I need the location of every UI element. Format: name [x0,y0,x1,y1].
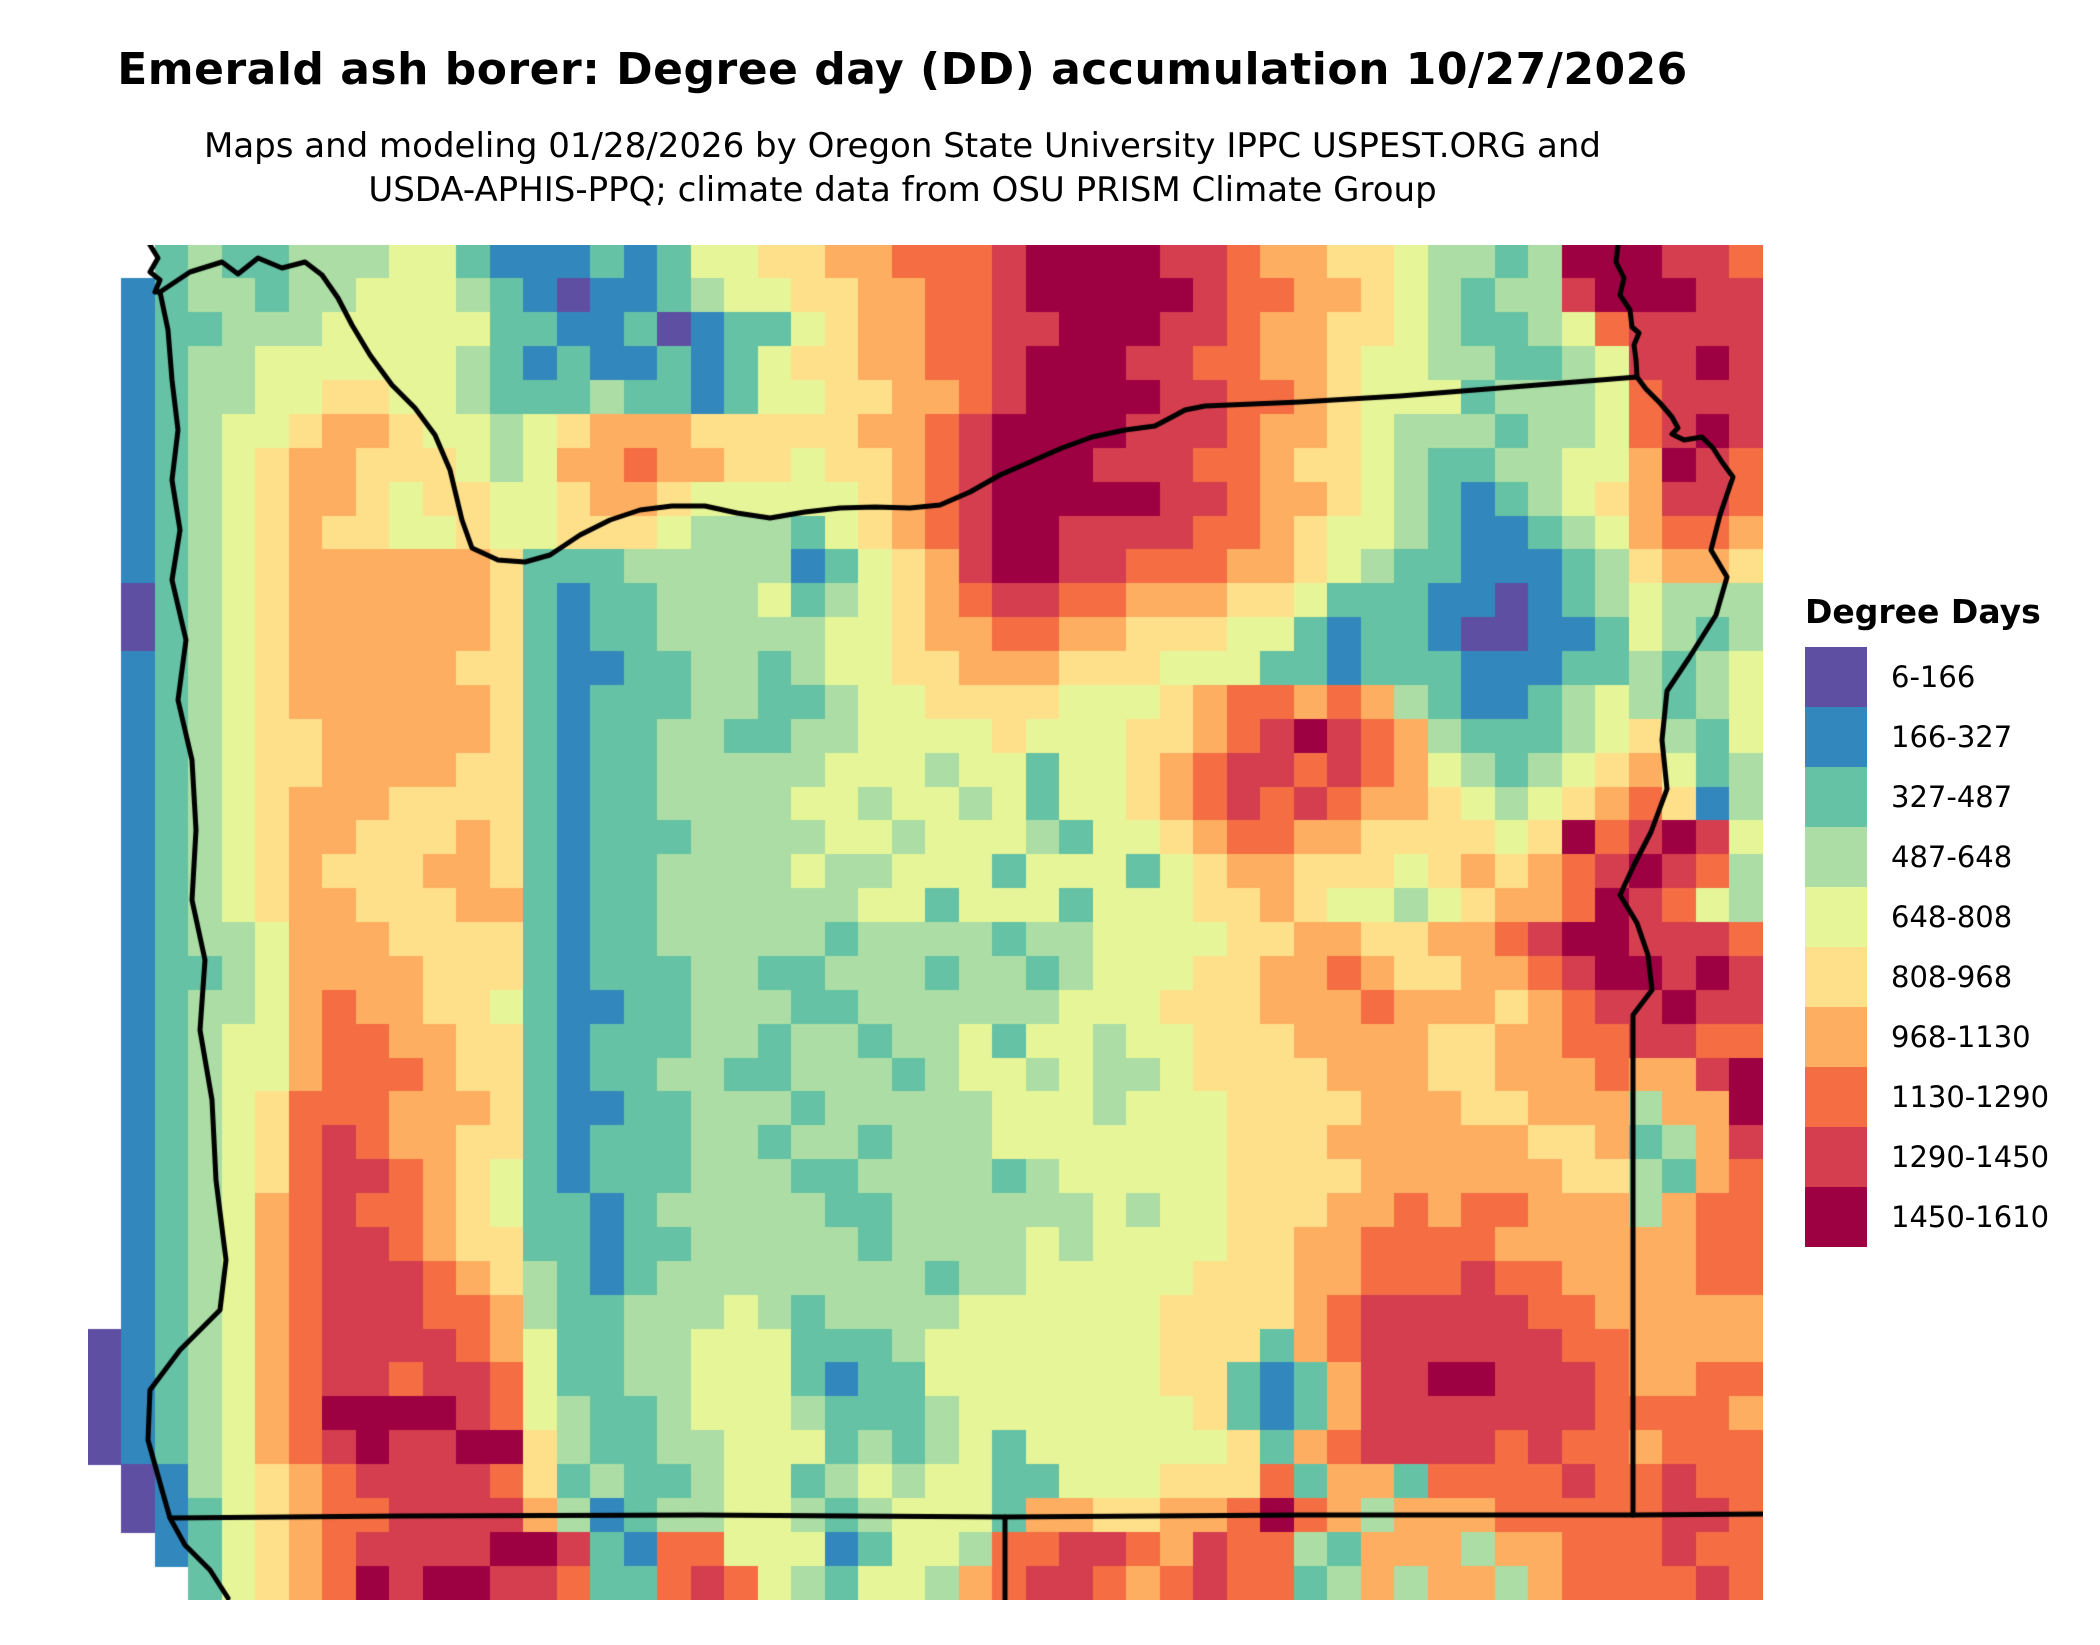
legend-item: 1130-1290 [1805,1067,2095,1127]
legend-swatch [1805,1067,1867,1127]
legend-item: 648-808 [1805,887,2095,947]
legend-label: 808-968 [1891,960,2013,994]
legend-label: 1130-1290 [1891,1080,2050,1114]
legend-item: 487-648 [1805,827,2095,887]
legend-title: Degree Days [1805,592,2041,631]
legend-label: 1290-1450 [1891,1140,2050,1174]
legend-item: 968-1130 [1805,1007,2095,1067]
legend-item: 1290-1450 [1805,1127,2095,1187]
map-subtitle: Maps and modeling 01/28/2026 by Oregon S… [0,124,1805,212]
legend-item: 808-968 [1805,947,2095,1007]
subtitle-line-2: USDA-APHIS-PPQ; climate data from OSU PR… [368,170,1437,210]
legend-item: 1450-1610 [1805,1187,2095,1247]
legend-swatch [1805,947,1867,1007]
map-title: Emerald ash borer: Degree day (DD) accum… [117,44,1688,95]
legend-swatch [1805,767,1867,827]
legend-swatch [1805,887,1867,947]
oregon-degree-day-map [88,245,1763,1600]
legend-swatch [1805,707,1867,767]
legend: Degree Days 6-166 166-327 327-487 487-648 64… [1805,592,2095,1247]
legend-label: 327-487 [1891,780,2013,814]
legend-swatch [1805,1187,1867,1247]
legend-label: 968-1130 [1891,1020,2031,1054]
legend-swatch [1805,827,1867,887]
legend-label: 648-808 [1891,900,2013,934]
legend-rows: 6-166 166-327 327-487 487-648 648-808 808-968… [1805,647,2095,1247]
legend-item: 327-487 [1805,767,2095,827]
legend-swatch [1805,647,1867,707]
subtitle-line-1: Maps and modeling 01/28/2026 by Oregon S… [203,126,1602,166]
legend-label: 166-327 [1891,720,2013,754]
legend-item: 6-166 [1805,647,2095,707]
map-canvas [88,245,1763,1600]
legend-label: 1450-1610 [1891,1200,2050,1234]
legend-item: 166-327 [1805,707,2095,767]
legend-label: 487-648 [1891,840,2013,874]
legend-swatch [1805,1127,1867,1187]
legend-label: 6-166 [1891,660,1976,694]
legend-swatch [1805,1007,1867,1067]
